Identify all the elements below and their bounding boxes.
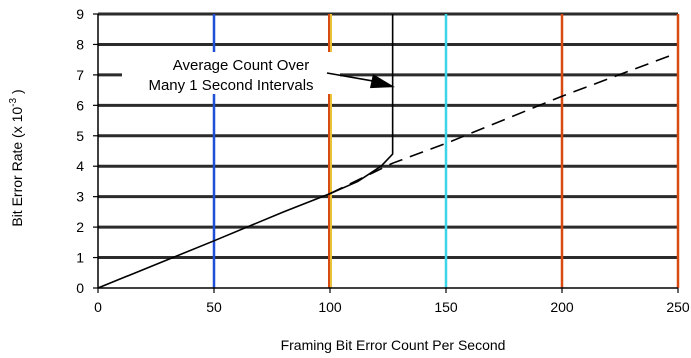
x-axis-title: Framing Bit Error Count Per Second bbox=[281, 337, 506, 353]
x-tick-label-250: 250 bbox=[666, 299, 690, 315]
y-tick-label-0: 0 bbox=[76, 280, 84, 296]
x-tick-label-150: 150 bbox=[434, 299, 458, 315]
y-tick-label-5: 5 bbox=[76, 128, 84, 144]
y-tick-label-4: 4 bbox=[76, 158, 84, 174]
x-tick-label-200: 200 bbox=[550, 299, 574, 315]
annotation-arrow-shaft bbox=[326, 72, 380, 83]
x-tick-label-0: 0 bbox=[94, 299, 102, 315]
series-layer bbox=[97, 14, 676, 289]
y-tick-label-7: 7 bbox=[76, 67, 84, 83]
series-line-dashed bbox=[329, 52, 676, 195]
series-line-solid bbox=[97, 14, 394, 289]
y-tick-label-8: 8 bbox=[76, 36, 84, 52]
x-tick-label-50: 50 bbox=[206, 299, 222, 315]
y-tick-label-6: 6 bbox=[76, 97, 84, 113]
y-tick-label-9: 9 bbox=[76, 6, 84, 22]
x-tick-label-100: 100 bbox=[318, 299, 342, 315]
y-tick-label-1: 1 bbox=[76, 250, 84, 266]
annotation-background bbox=[122, 52, 340, 94]
y-tick-label-2: 2 bbox=[76, 219, 84, 235]
tick-label-layer: 0 1 2 3 4 5 6 7 8 9 0 50 100 150 200 250 bbox=[76, 6, 690, 315]
y-axis-title-exponent: -3 bbox=[8, 97, 19, 106]
annotation-line-2: Many 1 Second Intervals bbox=[148, 77, 313, 94]
annotation-line-1: Average Count Over bbox=[173, 57, 309, 74]
annotation-arrow-head bbox=[369, 74, 395, 89]
y-axis-title-main: Bit Error Rate (x 10 bbox=[9, 107, 25, 227]
axes-layer bbox=[97, 14, 678, 289]
y-axis-title-tail: ) bbox=[9, 89, 25, 98]
annotation-layer: Average Count Over Many 1 Second Interva… bbox=[122, 52, 395, 94]
y-axis-title: Bit Error Rate (x 10-3 ) bbox=[8, 89, 25, 226]
y-tick-label-3: 3 bbox=[76, 189, 84, 205]
grid-layer bbox=[98, 12, 678, 260]
